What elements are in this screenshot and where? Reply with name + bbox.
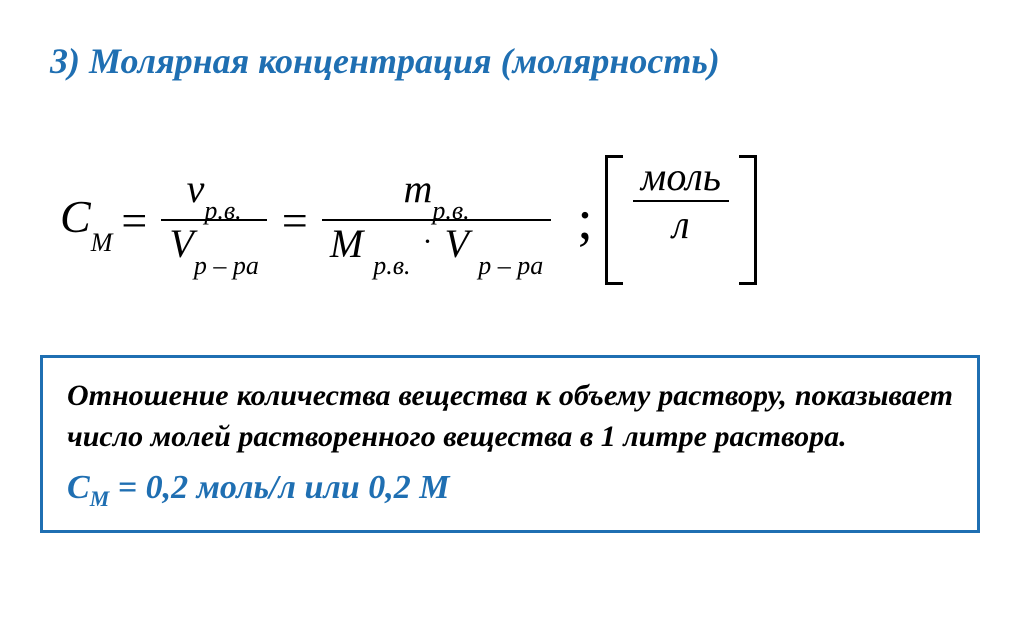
m-sub: р.в. — [432, 198, 469, 224]
mult-dot: · — [423, 227, 433, 257]
fraction-1: νр.в. Vр – ра — [161, 167, 266, 273]
m-sym: m — [403, 166, 432, 211]
frac1-den: Vр – ра — [161, 222, 266, 273]
V2-sym: V — [445, 221, 469, 266]
example-sub: М — [90, 486, 110, 511]
M-sym: M — [330, 221, 363, 266]
V2-sub: р – ра — [478, 253, 543, 279]
V1-sub: р – ра — [194, 253, 259, 279]
bracket-right — [739, 155, 757, 285]
definition-box: Отношение количества вещества к объему р… — [40, 355, 980, 533]
nu-sym: ν — [187, 166, 205, 211]
semicolon: ; — [577, 188, 593, 252]
equals-1: = — [118, 194, 149, 247]
M-sub: р.в. — [373, 253, 410, 279]
unit-num: моль — [633, 155, 729, 199]
example-C: С — [67, 469, 90, 506]
frac2-num: mр.в. — [395, 167, 477, 218]
bracket-left — [605, 155, 623, 285]
section-heading: 3) Молярная концентрация (молярность) — [50, 40, 720, 82]
example-line: СМ = 0,2 моль/л или 0,2 М — [67, 469, 953, 512]
frac2-den: M р.в. · V р – ра — [322, 222, 551, 273]
frac1-num: νр.в. — [179, 167, 250, 218]
fraction-2: mр.в. M р.в. · V р – ра — [322, 167, 551, 273]
cm-symbol: СМ — [60, 190, 112, 249]
cm-C: С — [60, 191, 91, 242]
equals-2: = — [279, 194, 310, 247]
unit-den: л — [664, 203, 697, 247]
formula: СМ = νр.в. Vр – ра = mр.в. M р.в. · V р … — [60, 155, 757, 285]
unit-fraction: моль л — [633, 155, 729, 285]
cm-sub: М — [91, 228, 113, 258]
nu-sub: р.в. — [204, 198, 241, 224]
example-rest: = 0,2 моль/л или 0,2 М — [109, 469, 449, 506]
definition-text: Отношение количества вещества к объему р… — [67, 376, 953, 457]
unit-bracket: моль л — [605, 155, 757, 285]
V1-sym: V — [169, 221, 193, 266]
